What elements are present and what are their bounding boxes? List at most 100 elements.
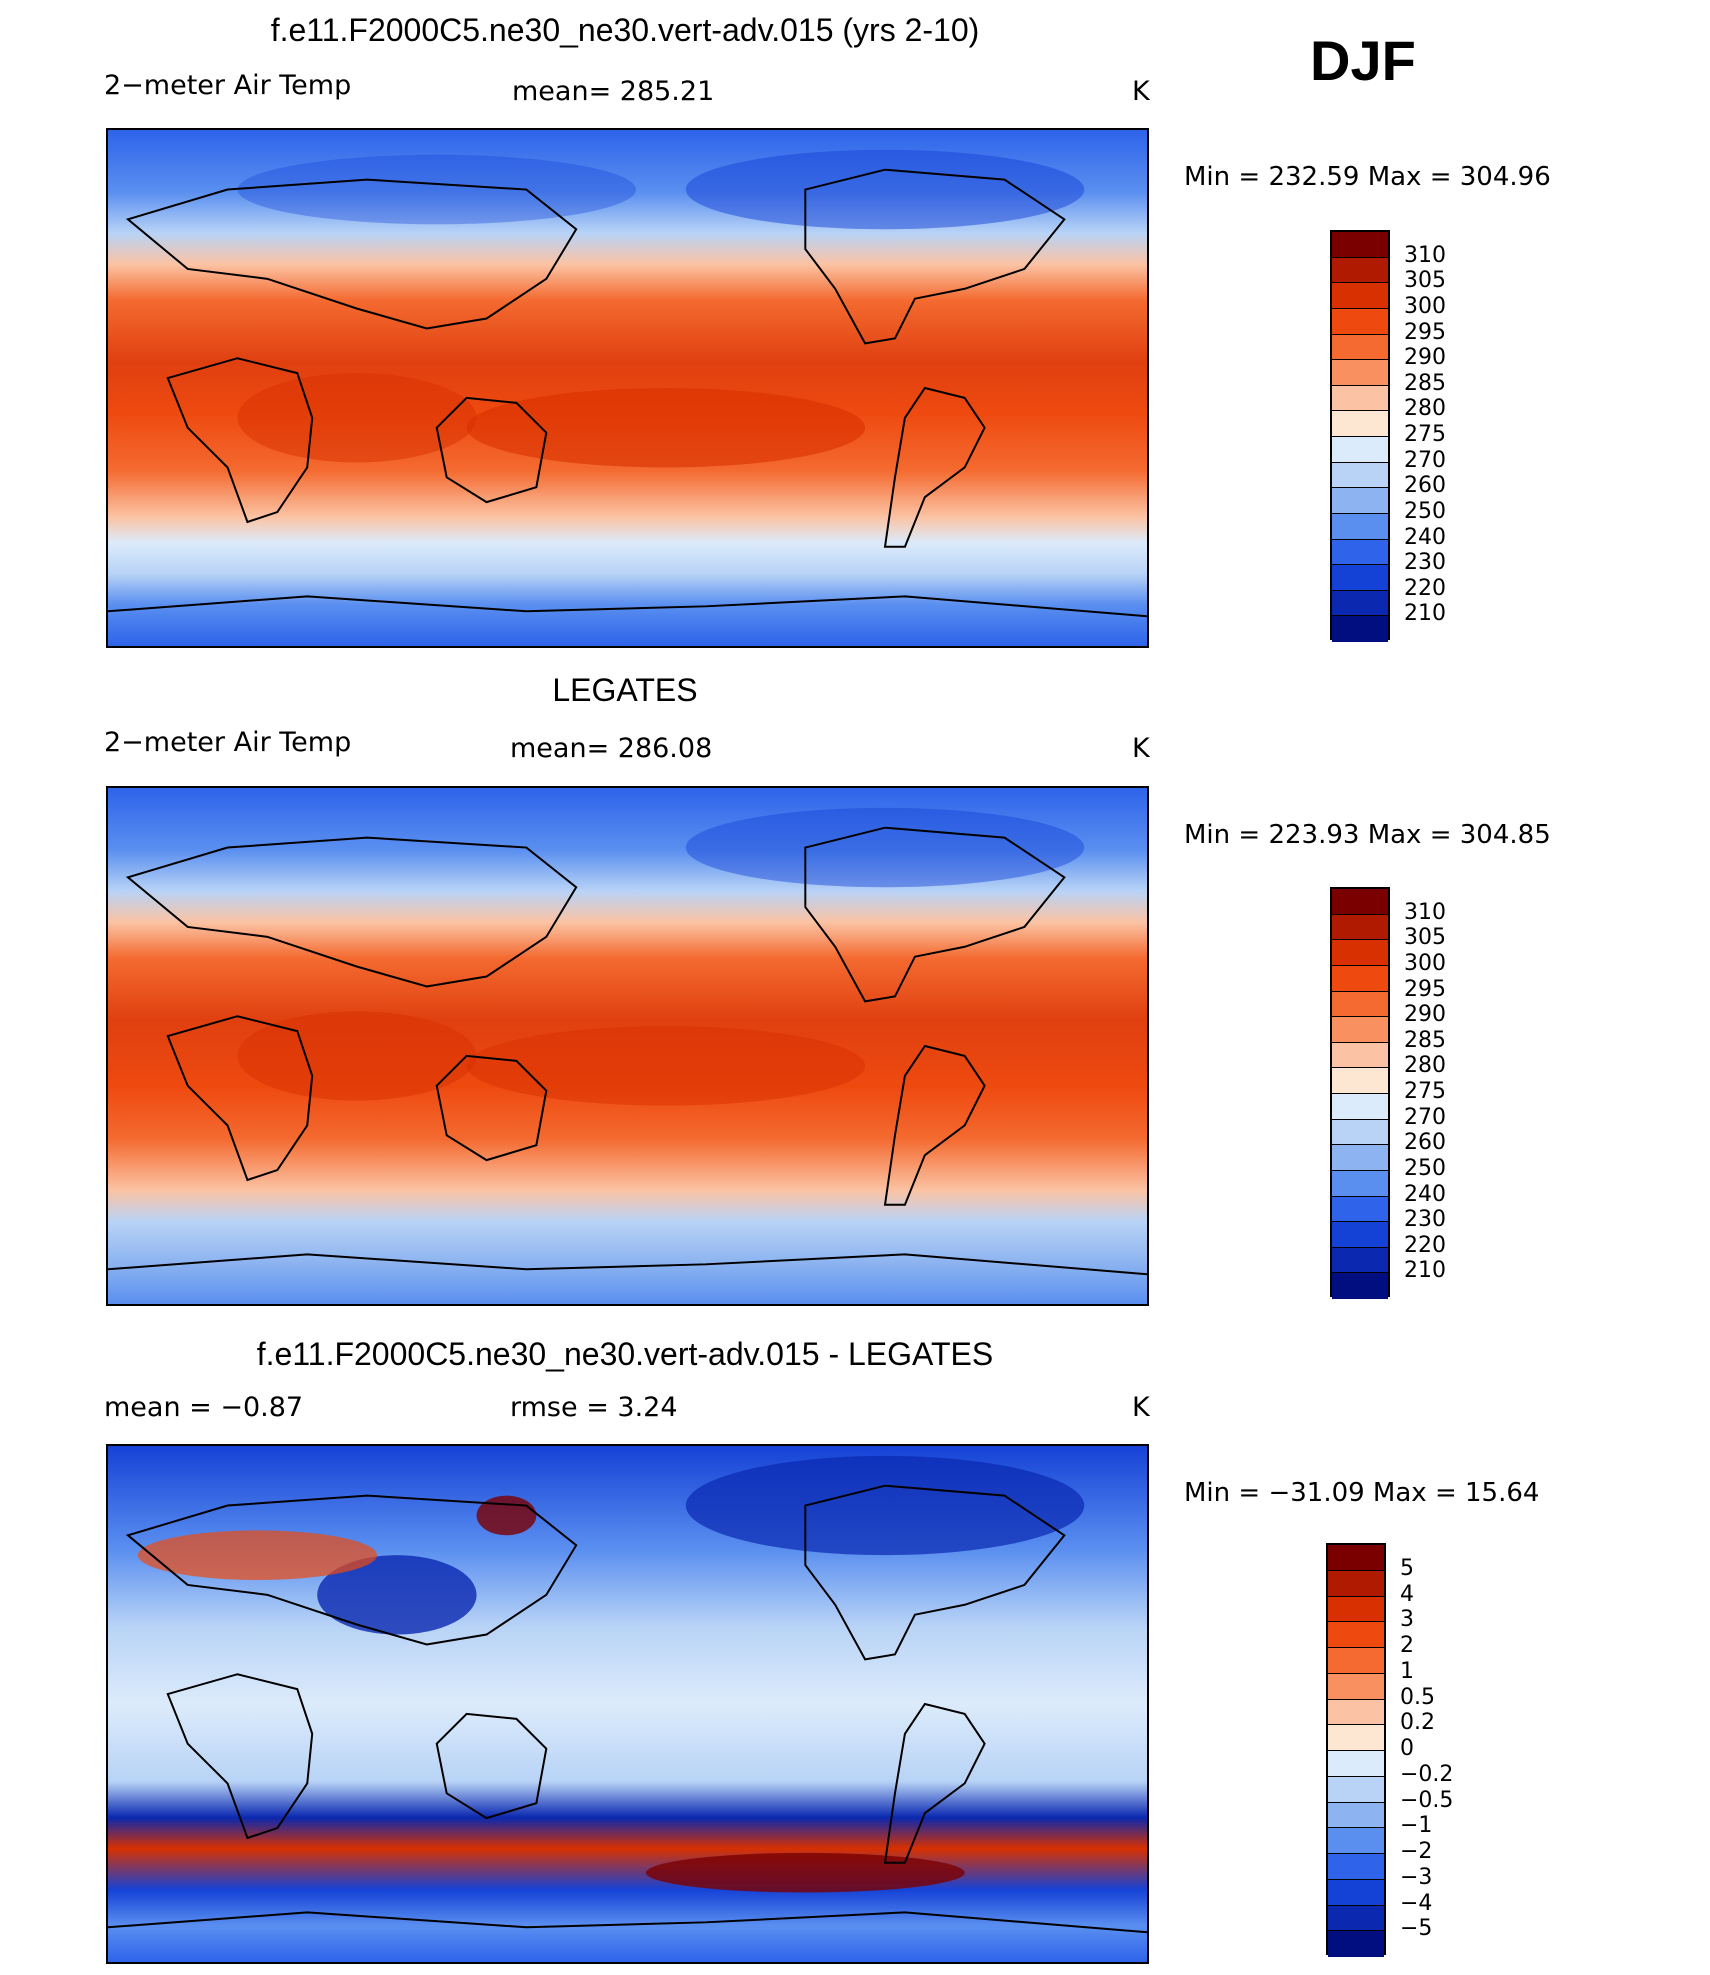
- colorbar-tick-label: 280: [1404, 396, 1446, 422]
- colorbar-tick-label: 305: [1404, 925, 1446, 951]
- colorbar-tick-label: 280: [1404, 1053, 1446, 1079]
- colorbar-swatch: [1332, 257, 1388, 284]
- colorbar-tick-label: 285: [1404, 1027, 1446, 1053]
- colorbar-swatch: [1328, 1648, 1384, 1674]
- panel-1-variable-label: 2−meter Air Temp: [104, 70, 352, 101]
- colorbar-swatch: [1328, 1725, 1384, 1751]
- colorbar-swatch: [1332, 437, 1388, 463]
- panel-2-temperature-field: [108, 788, 1147, 1304]
- colorbar-tick-label: 5: [1400, 1555, 1414, 1581]
- colorbar-tick-label: 1: [1400, 1658, 1414, 1684]
- colorbar-swatch: [1332, 889, 1388, 915]
- colorbar-swatch: [1328, 1545, 1384, 1571]
- colorbar-tick-label: 300: [1404, 950, 1446, 976]
- colorbar-swatch: [1332, 462, 1388, 489]
- colorbar-swatch: [1332, 1119, 1388, 1146]
- colorbar-tick-label: 275: [1404, 1079, 1446, 1104]
- panel-3-colorbar: [1326, 1543, 1386, 1957]
- colorbar-swatch: [1328, 1570, 1384, 1597]
- colorbar-swatch: [1332, 565, 1388, 591]
- colorbar-swatch: [1328, 1673, 1384, 1700]
- colorbar-tick-label: −2: [1400, 1839, 1433, 1864]
- colorbar-swatch: [1328, 1776, 1384, 1803]
- panel-3-min-max: Min = −31.09 Max = 15.64: [1184, 1478, 1540, 1508]
- colorbar-tick-label: −0.2: [1400, 1761, 1454, 1787]
- colorbar-tick-label: 220: [1404, 1232, 1446, 1258]
- colorbar-swatch: [1332, 1068, 1388, 1094]
- panel-1-units-label: K: [1132, 76, 1150, 107]
- colorbar-swatch: [1332, 1273, 1388, 1299]
- colorbar-swatch: [1332, 334, 1388, 361]
- panel-2-map: [106, 786, 1149, 1306]
- colorbar-swatch: [1332, 539, 1388, 566]
- colorbar-swatch: [1328, 1854, 1384, 1880]
- colorbar-swatch: [1332, 1247, 1388, 1274]
- panel-1-title: f.e11.F2000C5.ne30_ne30.vert-adv.015 (yr…: [270, 12, 980, 48]
- colorbar-swatch: [1332, 914, 1388, 941]
- colorbar-tick-label: 4: [1400, 1581, 1414, 1607]
- colorbar-tick-label: 230: [1404, 550, 1446, 576]
- panel-1-temperature-field: [108, 130, 1147, 646]
- colorbar-tick-label: −4: [1400, 1890, 1433, 1916]
- colorbar-tick-label: −5: [1400, 1916, 1433, 1942]
- colorbar-tick-label: 310: [1404, 242, 1446, 268]
- colorbar-tick-label: 295: [1404, 976, 1446, 1002]
- colorbar-swatch: [1328, 1699, 1384, 1726]
- colorbar-tick-label: 3: [1400, 1607, 1414, 1633]
- colorbar-tick-label: 230: [1404, 1207, 1446, 1233]
- colorbar-tick-label: 210: [1404, 601, 1446, 627]
- colorbar-swatch: [1332, 616, 1388, 642]
- panel-1-mean-label: mean= 285.21: [512, 76, 715, 107]
- season-label: DJF: [1310, 29, 1416, 92]
- colorbar-tick-label: 295: [1404, 319, 1446, 345]
- colorbar-tick-label: 290: [1404, 1002, 1446, 1028]
- panel-2-title: LEGATES: [552, 672, 698, 708]
- colorbar-swatch: [1332, 991, 1388, 1018]
- colorbar-tick-label: −0.5: [1400, 1787, 1454, 1813]
- colorbar-swatch: [1332, 1094, 1388, 1120]
- colorbar-swatch: [1328, 1802, 1384, 1829]
- colorbar-tick-label: 0.2: [1400, 1710, 1435, 1736]
- panel-2-variable-label: 2−meter Air Temp: [104, 727, 352, 758]
- colorbar-tick-label: 2: [1400, 1633, 1414, 1658]
- colorbar-tick-label: 250: [1404, 498, 1446, 524]
- panel-3-map: [106, 1444, 1149, 1964]
- colorbar-tick-label: 310: [1404, 899, 1446, 925]
- colorbar-swatch: [1332, 1196, 1388, 1223]
- colorbar-swatch: [1332, 360, 1388, 386]
- colorbar-swatch: [1332, 411, 1388, 437]
- colorbar-swatch: [1332, 1017, 1388, 1043]
- colorbar-tick-label: 270: [1404, 447, 1446, 473]
- colorbar-swatch: [1328, 1751, 1384, 1777]
- colorbar-swatch: [1332, 488, 1388, 514]
- panel-1-min-max: Min = 232.59 Max = 304.96: [1184, 162, 1551, 192]
- colorbar-swatch: [1332, 1145, 1388, 1171]
- colorbar-swatch: [1332, 1222, 1388, 1248]
- colorbar-swatch: [1328, 1828, 1384, 1854]
- colorbar-swatch: [1332, 590, 1388, 617]
- colorbar-tick-label: 285: [1404, 370, 1446, 396]
- panel-2-colorbar: [1330, 887, 1390, 1299]
- panel-3-difference-field: [108, 1446, 1147, 1962]
- colorbar-tick-label: 210: [1404, 1258, 1446, 1284]
- panel-3-units-label: K: [1132, 1392, 1150, 1423]
- colorbar-tick-label: 0: [1400, 1736, 1414, 1761]
- colorbar-swatch: [1332, 385, 1388, 412]
- colorbar-swatch: [1332, 513, 1388, 540]
- colorbar-tick-label: 220: [1404, 575, 1446, 601]
- colorbar-tick-label: 240: [1404, 524, 1446, 550]
- colorbar-swatch: [1332, 1170, 1388, 1197]
- colorbar-tick-label: 250: [1404, 1155, 1446, 1181]
- colorbar-tick-label: 260: [1404, 1130, 1446, 1156]
- panel-2-mean-label: mean= 286.08: [510, 733, 713, 764]
- colorbar-tick-label: 270: [1404, 1104, 1446, 1130]
- panel-3-title: f.e11.F2000C5.ne30_ne30.vert-adv.015 - L…: [256, 1336, 994, 1372]
- colorbar-swatch: [1332, 232, 1388, 258]
- colorbar-swatch: [1328, 1931, 1384, 1957]
- colorbar-tick-label: 290: [1404, 345, 1446, 371]
- colorbar-tick-label: 300: [1404, 293, 1446, 319]
- panel-2-units-label: K: [1132, 733, 1150, 764]
- panel-3-mean-label: mean = −0.87: [104, 1392, 304, 1423]
- colorbar-tick-label: 305: [1404, 268, 1446, 294]
- colorbar-swatch: [1328, 1622, 1384, 1648]
